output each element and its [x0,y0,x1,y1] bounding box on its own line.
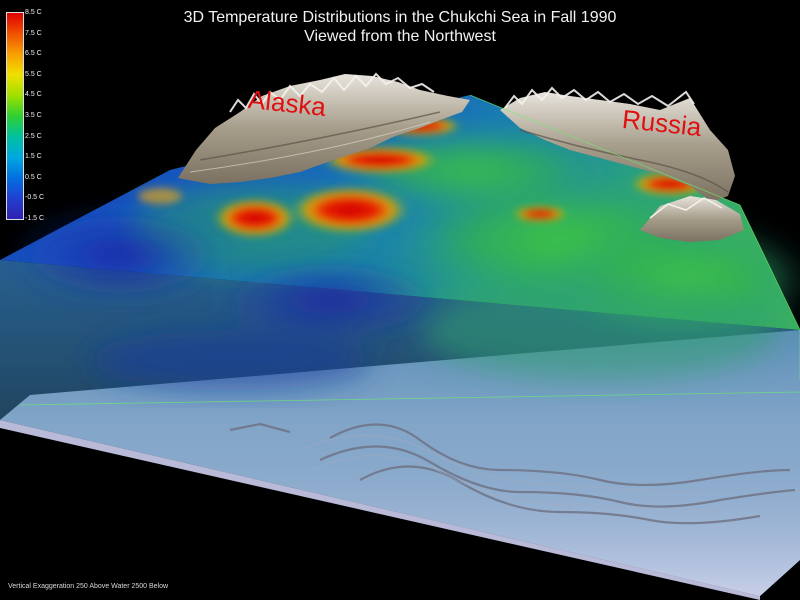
russia-terrain [500,86,744,242]
legend-tick-label: -1.5 C [25,215,45,222]
legend-color-bar [6,12,24,220]
base-slab-side [0,420,760,600]
legend-tick-label: 4.5 C [25,91,42,99]
bathymetry-fine-lines [299,435,721,511]
legend-tick-label: 6.5 C [25,50,42,58]
bathymetry-layers [229,422,796,525]
legend-tick-label: 2.5 C [25,132,42,140]
title-line-2: Viewed from the Northwest [304,28,496,45]
legend-tick-label: 0.5 C [25,173,42,181]
legend-tick-label: 1.5 C [25,153,42,161]
chart-title: 3D Temperature Distributions in the Chuk… [0,8,800,46]
legend-tick-label: -0.5 C [25,194,45,202]
volume-edges [19,94,800,406]
alaska-terrain [178,72,470,184]
footer-note: Vertical Exaggeration 250 Above Water 25… [8,583,169,590]
legend-tick-label: 7.5 C [25,29,42,37]
temperature-legend: 8.5 C 7.5 C 6.5 C 5.5 C 4.5 C 3.5 C 2.5 C 1.5 C… [6,9,46,222]
title-line-1: 3D Temperature Distributions in the Chuk… [183,9,617,26]
legend-tick-label: 8.5 C [25,9,42,16]
cold-water-zones [10,210,450,390]
legend-tick-label: 5.5 C [25,70,42,78]
legend-ticks: 8.5 C 7.5 C 6.5 C 5.5 C 4.5 C 3.5 C 2.5 C 1.5 C… [25,9,55,222]
legend-tick-label: 3.5 C [25,112,42,119]
